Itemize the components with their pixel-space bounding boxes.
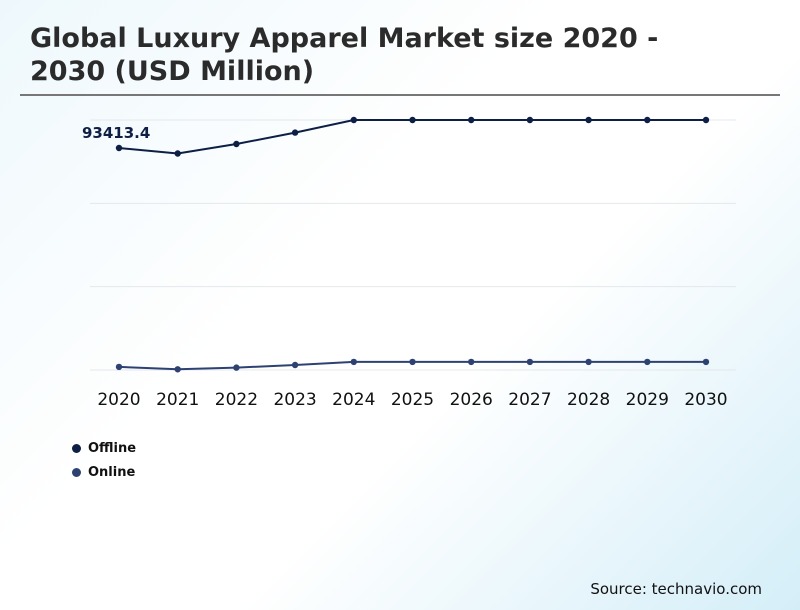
x-tick-label: 2030 (684, 390, 727, 410)
data-label: 93413.4 (82, 124, 150, 142)
data-point (702, 358, 710, 366)
data-point (644, 358, 651, 366)
data-point (233, 140, 240, 148)
legend-marker (72, 443, 81, 453)
chart-title: Global Luxury Apparel Market size 2020 -… (30, 23, 659, 87)
legend-label: Offline (88, 440, 137, 456)
data-point (468, 358, 475, 366)
x-tick-label: 2022 (215, 390, 258, 410)
legend-item-offline[interactable]: Offline (72, 436, 136, 460)
data-point (644, 116, 651, 124)
x-tick-label: 2024 (332, 390, 375, 410)
data-point (174, 366, 181, 373)
data-point (585, 358, 592, 366)
data-point (174, 150, 181, 157)
legend-item-online[interactable]: Online (72, 460, 136, 484)
data-point (409, 358, 416, 366)
x-tick-label: 2029 (626, 390, 669, 410)
data-point (350, 116, 357, 124)
x-tick-label: 2023 (273, 390, 316, 410)
source-text: Source: technavio.com (590, 580, 762, 598)
data-point (115, 144, 123, 152)
data-point (291, 129, 299, 136)
legend-marker (72, 467, 81, 477)
title-divider (20, 94, 780, 96)
data-point (409, 116, 416, 124)
data-point (585, 116, 592, 124)
data-point (115, 363, 123, 371)
data-point (702, 116, 710, 124)
x-tick-label: 2026 (450, 390, 493, 410)
data-point (468, 116, 475, 124)
series-line-offline (118, 119, 706, 155)
data-point (526, 358, 534, 366)
data-point (350, 358, 357, 366)
legend: Offline Online (72, 436, 136, 484)
x-tick-label: 2021 (156, 390, 199, 410)
x-tick-label: 2027 (508, 390, 551, 410)
data-point (233, 364, 240, 371)
x-tick-label: 2020 (97, 390, 140, 410)
data-point (291, 361, 299, 369)
x-tick-label: 2025 (391, 390, 434, 410)
legend-label: Online (88, 464, 136, 480)
data-point (526, 116, 534, 124)
x-tick-label: 2028 (567, 390, 610, 410)
